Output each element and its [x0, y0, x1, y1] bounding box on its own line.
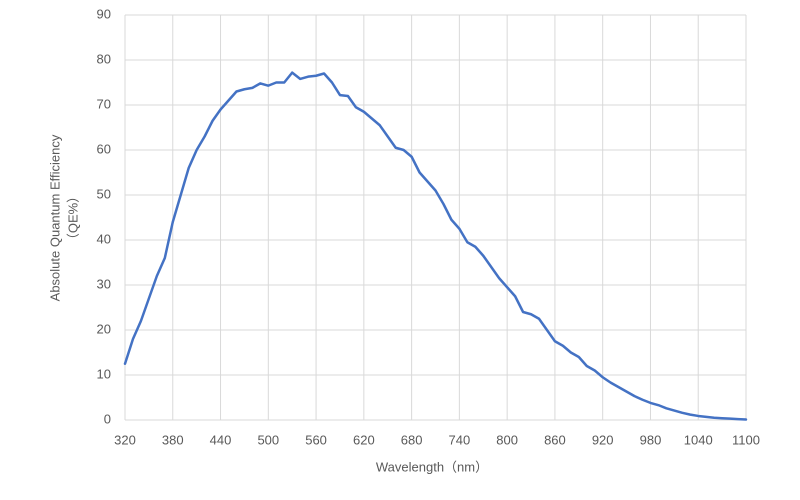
- x-tick-label: 1040: [684, 432, 713, 447]
- x-tick-label: 440: [210, 432, 232, 447]
- y-tick-label: 80: [97, 51, 111, 66]
- x-tick-label: 620: [353, 432, 375, 447]
- x-tick-label: 680: [401, 432, 423, 447]
- y-tick-label: 40: [97, 231, 111, 246]
- y-tick-label: 70: [97, 96, 111, 111]
- y-tick-label: 30: [97, 276, 111, 291]
- y-axis-label: Absolute Quantum Efficiency: [47, 134, 62, 301]
- y-tick-label: 50: [97, 186, 111, 201]
- y-tick-label: 90: [97, 6, 111, 21]
- x-tick-label: 740: [449, 432, 471, 447]
- y-tick-label: 10: [97, 366, 111, 381]
- x-axis-label: Wavelength（nm）: [376, 459, 488, 474]
- x-tick-label: 560: [305, 432, 327, 447]
- x-tick-label: 1100: [732, 432, 760, 447]
- x-tick-label: 920: [592, 432, 614, 447]
- x-tick-label: 860: [544, 432, 566, 447]
- y-axis-label: （QE%）: [65, 190, 80, 246]
- data-line: [123, 71, 748, 421]
- x-tick-label: 500: [257, 432, 279, 447]
- y-tick-label: 60: [97, 141, 111, 156]
- x-tick-label: 800: [496, 432, 518, 447]
- y-tick-label: 0: [104, 411, 111, 426]
- y-tick-label: 20: [97, 321, 111, 336]
- x-tick-label: 380: [162, 432, 184, 447]
- x-tick-label: 980: [640, 432, 662, 447]
- x-tick-label: 320: [114, 432, 136, 447]
